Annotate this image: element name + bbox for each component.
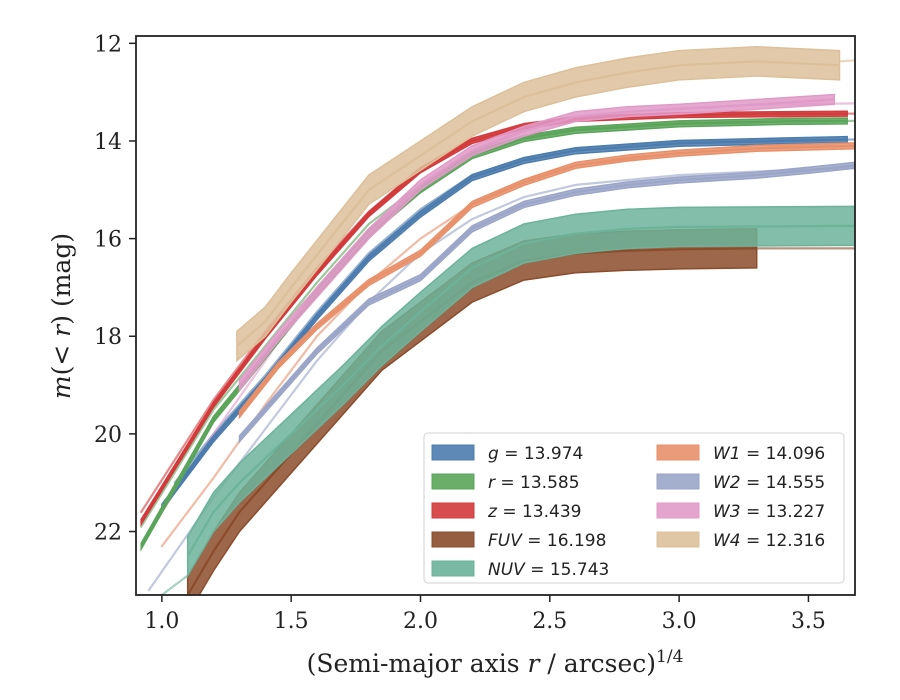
model-curve-nuv [160, 574, 189, 595]
y-tick-label: 12 [94, 32, 122, 57]
series-layer [140, 45, 855, 595]
series-line-w2 [238, 164, 855, 440]
y-tick-label: 22 [94, 521, 122, 546]
band-nuv [186, 205, 855, 579]
x-tick-label: 1.0 [144, 609, 179, 634]
band-w3 [238, 93, 836, 393]
legend-swatch-w4 [656, 531, 700, 548]
series-line-nuv [186, 224, 855, 557]
y-axis: 12 14 16 18 20 22 [94, 32, 136, 546]
y-tick-label: 20 [94, 423, 122, 448]
legend-label-w1: W1 = 14.096 [713, 444, 825, 464]
y-axis-title: m(< r) (mag) [47, 233, 76, 399]
band-w1 [238, 142, 855, 420]
legend-swatch-z [431, 502, 475, 519]
y-tick-label: 18 [94, 325, 122, 350]
legend-swatch-w1 [656, 444, 700, 461]
x-tick-label: 1.5 [274, 609, 309, 634]
model-curve-w2 [147, 167, 855, 592]
legend-swatch-g [431, 444, 475, 461]
x-tick-label: 3.0 [662, 609, 697, 634]
band-z [140, 110, 848, 527]
model-curve-w4 [838, 59, 855, 63]
series-line-w4 [236, 60, 840, 347]
legend-swatch-w3 [656, 502, 700, 519]
series-line-w3 [238, 98, 835, 386]
x-tick-label: 3.5 [791, 609, 826, 634]
y-tick-label: 14 [94, 130, 122, 155]
legend-label-g: g = 13.974 [488, 444, 583, 464]
legend-label-nuv: NUV = 15.743 [488, 560, 609, 580]
legend-swatch-w2 [656, 473, 700, 490]
x-tick-label: 2.0 [403, 609, 438, 634]
band-w2 [238, 161, 855, 444]
x-axis: 1.0 1.5 2.0 2.5 3.0 3.5 [144, 595, 826, 634]
legend-box [423, 432, 845, 584]
legend-label-w3: W3 = 13.227 [713, 502, 825, 522]
x-tick-label: 2.5 [532, 609, 567, 634]
series-line-w1 [238, 144, 855, 416]
legend: g = 13.974 r = 13.585 z = 13.439 FUV = 16.1… [423, 432, 845, 584]
legend-label-fuv: FUV = 16.198 [488, 531, 606, 551]
legend-label-w4: W4 = 12.316 [713, 531, 825, 551]
legend-swatch-fuv [431, 531, 475, 548]
x-axis-title: (Semi-major axis r / arcsec)1/4 [307, 647, 684, 678]
legend-label-z: z = 13.439 [487, 502, 581, 522]
y-tick-label: 16 [94, 228, 122, 253]
legend-label-r: r = 13.585 [488, 473, 580, 493]
legend-label-w2: W2 = 14.555 [713, 473, 825, 493]
legend-swatch-r [431, 473, 475, 490]
plot-frame [135, 35, 856, 596]
legend-swatch-nuv [431, 560, 475, 577]
series-line-z [140, 112, 848, 523]
